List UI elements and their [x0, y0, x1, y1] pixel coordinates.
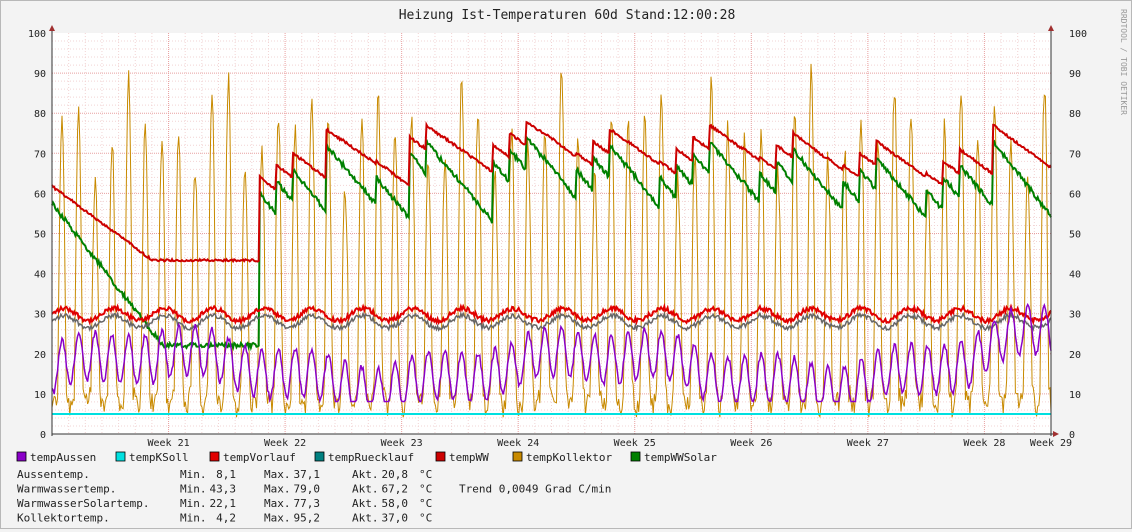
- watermark-text: RRDTOOL / TOBI OETIKER: [1119, 9, 1128, 115]
- stats-unit: °C: [419, 468, 432, 481]
- series-line-tempWWSolar: [51, 134, 1052, 352]
- stats-extra: Trend 0,0049 Grad C/min: [459, 483, 611, 496]
- stats-min: 4,2: [216, 512, 236, 525]
- tick-labels: 0 0 10 10 20 20 30 30 40 40 50 50 60 60 70 70 80 80 90 90 10…: [28, 29, 1087, 449]
- stats-min: 43,3: [210, 483, 237, 496]
- stats-akt: 20,8: [382, 468, 409, 481]
- y-tick-label-left: 40: [34, 270, 46, 281]
- stats-min-label: Min.: [180, 512, 207, 525]
- legend-label-tempAussen: tempAussen: [30, 451, 96, 464]
- y-axis-arrow-right: [1048, 25, 1054, 31]
- stats-min: 22,1: [210, 497, 237, 510]
- stats-akt-label: Akt.: [352, 512, 379, 525]
- legend-label-tempKSoll: tempKSoll: [129, 451, 189, 464]
- y-tick-label-right: 0: [1069, 430, 1075, 441]
- x-tick-label: Week 23: [381, 438, 423, 449]
- x-axis-arrow: [1053, 431, 1059, 437]
- y-tick-label-right: 80: [1069, 109, 1081, 120]
- y-tick-label-left: 70: [34, 149, 46, 160]
- stats-akt-label: Akt.: [352, 483, 379, 496]
- stats-akt: 58,0: [382, 497, 409, 510]
- y-tick-label-right: 90: [1069, 69, 1081, 80]
- y-tick-label-right: 70: [1069, 149, 1081, 160]
- y-tick-label-left: 50: [34, 230, 46, 241]
- legend-swatch-tempWW: [435, 451, 446, 462]
- series-line-tempRuecklauf: [51, 310, 1052, 332]
- axes: [49, 25, 1059, 437]
- stats-min: 8,1: [216, 468, 236, 481]
- y-tick-label-right: 10: [1069, 390, 1081, 401]
- stats-unit: °C: [419, 497, 432, 510]
- legend-label-tempWW: tempWW: [449, 451, 489, 464]
- series-line-tempKollektor: [51, 63, 1052, 418]
- y-tick-label-left: 10: [34, 390, 46, 401]
- x-tick-label: Week 27: [847, 438, 889, 449]
- y-tick-label-left: 60: [34, 189, 46, 200]
- legend-swatch-tempKollektor: [512, 451, 523, 462]
- stats-max: 37,1: [294, 468, 321, 481]
- stats-max-label: Max.: [264, 497, 291, 510]
- series-group: [51, 63, 1052, 418]
- x-tick-label: Week 24: [497, 438, 539, 449]
- stats-max-label: Max.: [264, 468, 291, 481]
- stats-label: Kollektortemp.: [17, 512, 110, 525]
- stats-akt-label: Akt.: [352, 468, 379, 481]
- stats-akt: 37,0: [382, 512, 409, 525]
- y-tick-label-left: 20: [34, 350, 46, 361]
- x-tick-label: Week 21: [147, 438, 189, 449]
- y-tick-label-right: 50: [1069, 230, 1081, 241]
- legend: tempAussen tempKSoll tempVorlauf tempRueckl…: [16, 451, 717, 464]
- y-tick-label-right: 20: [1069, 350, 1081, 361]
- stats-max-label: Max.: [264, 512, 291, 525]
- y-tick-label-left: 80: [34, 109, 46, 120]
- stats-unit: °C: [419, 483, 432, 496]
- series-line-tempVorlauf: [51, 302, 1052, 326]
- x-tick-label: Week 22: [264, 438, 306, 449]
- y-tick-label-left: 0: [40, 430, 46, 441]
- y-tick-label-left: 100: [28, 29, 46, 40]
- legend-label-tempRuecklauf: tempRuecklauf: [328, 451, 414, 464]
- stats-label: Aussentemp.: [17, 468, 90, 481]
- stats-min-label: Min.: [180, 483, 207, 496]
- legend-label-tempKollektor: tempKollektor: [526, 451, 612, 464]
- x-tick-label: Week 25: [614, 438, 656, 449]
- legend-swatch-tempKSoll: [115, 451, 126, 462]
- y-tick-label-right: 40: [1069, 270, 1081, 281]
- series-line-tempWW: [51, 120, 1052, 264]
- stats-table: Aussentemp. Min. 8,1 Max. 37,1 Akt. 20,8 °CWarm…: [17, 468, 611, 525]
- y-tick-label-left: 90: [34, 69, 46, 80]
- legend-swatch-tempAussen: [16, 451, 27, 462]
- y-tick-label-left: 30: [34, 310, 46, 321]
- x-tick-label: Week 26: [730, 438, 772, 449]
- y-tick-label-right: 60: [1069, 189, 1081, 200]
- stats-min-label: Min.: [180, 468, 207, 481]
- stats-unit: °C: [419, 512, 432, 525]
- stats-max-label: Max.: [264, 483, 291, 496]
- stats-akt: 67,2: [382, 483, 409, 496]
- x-tick-label: Week 29: [1030, 438, 1072, 449]
- stats-max: 79,0: [294, 483, 321, 496]
- stats-min-label: Min.: [180, 497, 207, 510]
- legend-swatch-tempWWSolar: [630, 451, 641, 462]
- legend-label-tempVorlauf: tempVorlauf: [223, 451, 296, 464]
- chart-title: Heizung Ist-Temperaturen 60d Stand:12:00…: [399, 8, 736, 23]
- y-axis-arrow-left: [49, 25, 55, 31]
- grid: [52, 33, 1051, 434]
- stats-max: 95,2: [294, 512, 321, 525]
- legend-label-tempWWSolar: tempWWSolar: [644, 451, 717, 464]
- y-tick-label-right: 100: [1069, 29, 1087, 40]
- series-line-tempAussen: [51, 302, 1052, 404]
- stats-label: Warmwassertemp.: [17, 483, 116, 496]
- y-tick-label-right: 30: [1069, 310, 1081, 321]
- legend-swatch-tempVorlauf: [209, 451, 220, 462]
- stats-label: WarmwasserSolartemp.: [17, 497, 149, 510]
- stats-akt-label: Akt.: [352, 497, 379, 510]
- x-tick-label: Week 28: [963, 438, 1005, 449]
- stats-max: 77,3: [294, 497, 321, 510]
- legend-swatch-tempRuecklauf: [314, 451, 325, 462]
